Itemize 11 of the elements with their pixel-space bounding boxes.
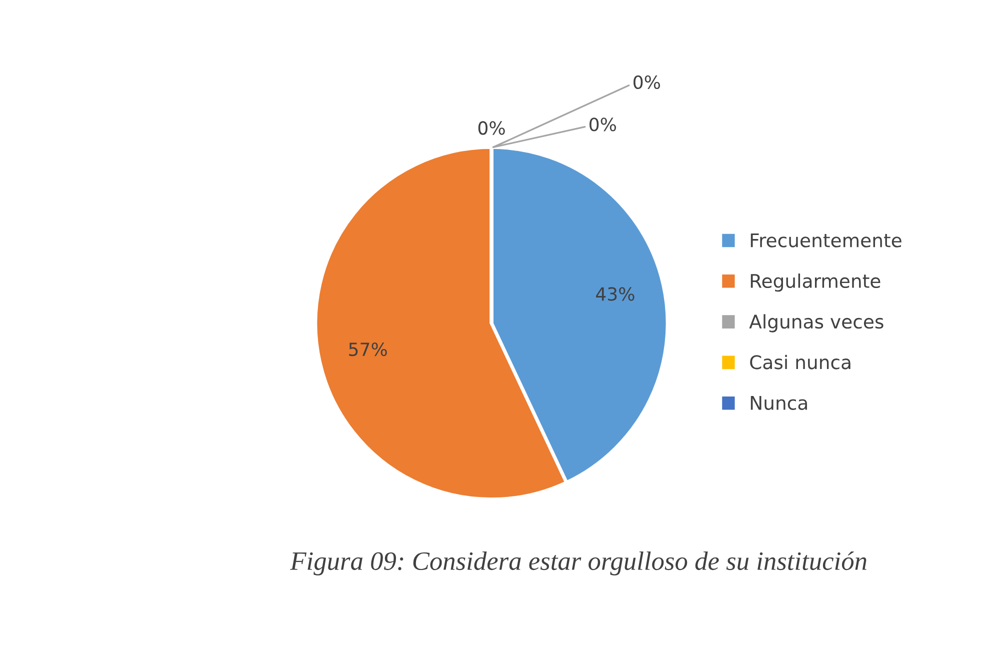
legend-label: Regularmente — [750, 274, 880, 292]
text: 0% — [590, 118, 616, 132]
data-label: 43% — [596, 287, 634, 301]
legend-label: Casi nunca — [750, 354, 850, 370]
text: 0% — [634, 75, 660, 90]
text: 0% — [478, 121, 505, 135]
text: Figura 09: Considera estar orgulloso de su institución — [290, 551, 866, 576]
legend-label: Algunas veces — [749, 314, 884, 332]
legend-label: Nunca — [750, 396, 807, 410]
legend-label: Frecuentemente — [750, 233, 902, 248]
data-label: 57% — [349, 342, 387, 356]
